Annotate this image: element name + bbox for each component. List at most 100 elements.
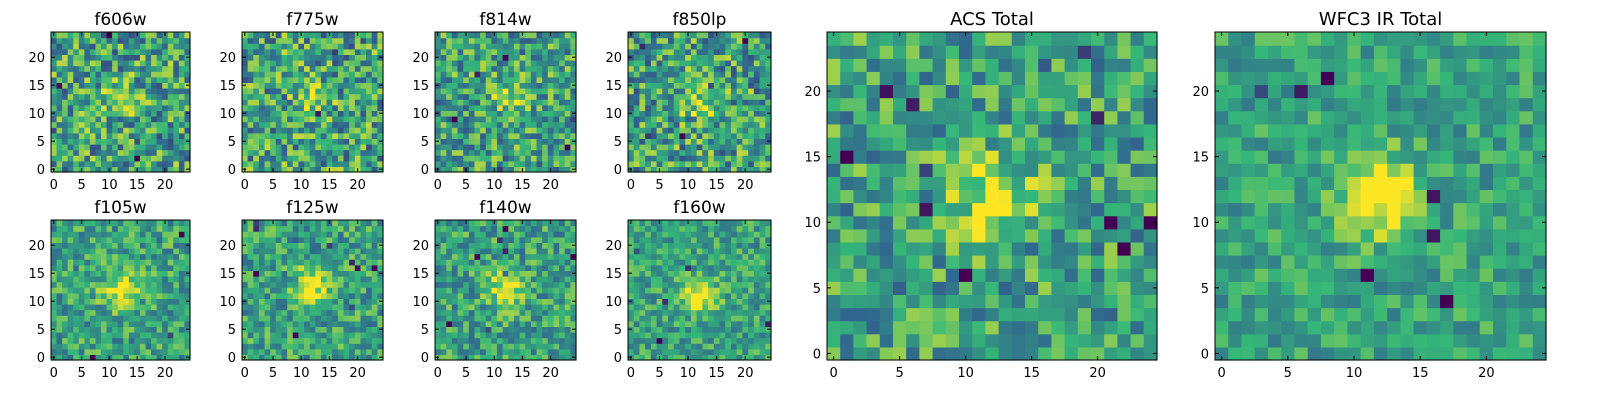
heatmap-cell: [366, 242, 373, 249]
heatmap-cell: [56, 110, 63, 117]
heatmap-cell: [162, 242, 169, 249]
heatmap-cell: [304, 76, 311, 83]
heatmap-cell: [332, 315, 339, 322]
heatmap-cell: [639, 65, 646, 72]
heatmap-cell: [275, 116, 283, 123]
heatmap-cell: [95, 354, 102, 361]
heatmap-cell: [633, 82, 641, 89]
heatmap-cell: [298, 76, 305, 83]
heatmap-cell: [320, 259, 328, 266]
heatmap-cell: [184, 320, 191, 327]
heatmap-cell: [730, 127, 738, 134]
heatmap-cell: [156, 304, 163, 311]
heatmap-cell: [513, 264, 521, 271]
x-tick-label: 10: [680, 178, 697, 193]
heatmap-cell: [645, 138, 652, 145]
heatmap-cell: [151, 337, 158, 344]
heatmap-cell: [145, 60, 152, 67]
heatmap-cell: [742, 116, 749, 123]
heatmap-cell: [258, 326, 266, 333]
heatmap-cell: [167, 304, 174, 311]
heatmap-cell: [463, 298, 470, 305]
heatmap-cell: [101, 264, 108, 271]
heatmap-cell: [570, 309, 577, 316]
heatmap-cell: [304, 138, 311, 145]
heatmap-cell: [457, 144, 464, 151]
heatmap-cell: [360, 281, 367, 288]
heatmap-cell: [736, 315, 743, 322]
heatmap-cell: [474, 149, 481, 156]
heatmap-cell: [349, 54, 356, 61]
heatmap-cell: [491, 99, 498, 106]
heatmap-cell: [702, 93, 709, 100]
heatmap-cell: [56, 248, 63, 255]
heatmap-cell: [332, 281, 339, 288]
heatmap-cell: [673, 292, 681, 299]
y-tick-label: 20: [412, 239, 429, 254]
heatmap-cell: [553, 132, 560, 139]
heatmap-cell: [708, 281, 715, 288]
heatmap-cell: [173, 298, 180, 305]
heatmap-cell: [360, 48, 367, 55]
heatmap-cell: [559, 315, 566, 322]
heatmap-cell: [184, 60, 191, 67]
heatmap-cell: [508, 259, 515, 266]
heatmap-cell: [360, 32, 367, 39]
heatmap-cell: [639, 76, 646, 83]
heatmap-cell: [253, 116, 260, 123]
heatmap-cell: [264, 110, 271, 117]
heatmap-cell: [525, 54, 532, 61]
heatmap-cell: [162, 60, 169, 67]
heatmap-cell: [553, 326, 560, 333]
heatmap-cell: [570, 320, 577, 327]
heatmap-cell: [525, 48, 532, 55]
heatmap-cell: [139, 236, 147, 243]
heatmap-cell: [173, 264, 180, 271]
heatmap-cell: [530, 43, 538, 50]
heatmap-cell: [123, 253, 130, 260]
heatmap-cell: [668, 116, 675, 123]
heatmap-cell: [525, 304, 532, 311]
heatmap-cell: [112, 231, 119, 238]
heatmap-cell: [62, 304, 69, 311]
heatmap-cell: [343, 149, 350, 156]
heatmap-cell: [759, 48, 766, 55]
heatmap-cell: [480, 48, 487, 55]
heatmap-cell: [679, 149, 686, 156]
heatmap-cell: [440, 225, 447, 232]
heatmap-cell: [491, 76, 498, 83]
heatmap-cell: [639, 326, 646, 333]
heatmap-cell: [287, 225, 294, 232]
heatmap-cell: [536, 155, 543, 162]
heatmap-cell: [123, 32, 130, 39]
heatmap-cell: [162, 121, 169, 128]
heatmap-cell: [497, 326, 504, 333]
heatmap-cell: [673, 132, 681, 139]
heatmap-cell: [360, 60, 367, 67]
heatmap-cell: [468, 82, 476, 89]
heatmap-cell: [497, 37, 504, 44]
heatmap-cell: [106, 127, 113, 134]
heatmap-cell: [457, 332, 464, 339]
heatmap-cell: [123, 220, 130, 227]
heatmap-cell: [343, 309, 350, 316]
heatmap-cell: [633, 304, 641, 311]
heatmap-cell: [668, 99, 675, 106]
heatmap-cell: [162, 348, 169, 355]
heatmap-cell: [156, 127, 163, 134]
heatmap-cell: [377, 320, 384, 327]
heatmap-cell: [349, 138, 356, 145]
heatmap-cell: [281, 110, 288, 117]
heatmap-cell: [173, 315, 180, 322]
heatmap-cell: [298, 253, 305, 260]
heatmap-cell: [106, 132, 113, 139]
heatmap-cell: [304, 121, 311, 128]
heatmap-cell: [564, 320, 571, 327]
heatmap-cell: [315, 236, 322, 243]
heatmap-cell: [117, 264, 124, 271]
heatmap-cell: [270, 138, 277, 145]
heatmap-cell: [446, 354, 453, 361]
heatmap-cell: [542, 343, 549, 350]
heatmap-cell: [435, 121, 442, 128]
heatmap-cell: [753, 166, 761, 173]
